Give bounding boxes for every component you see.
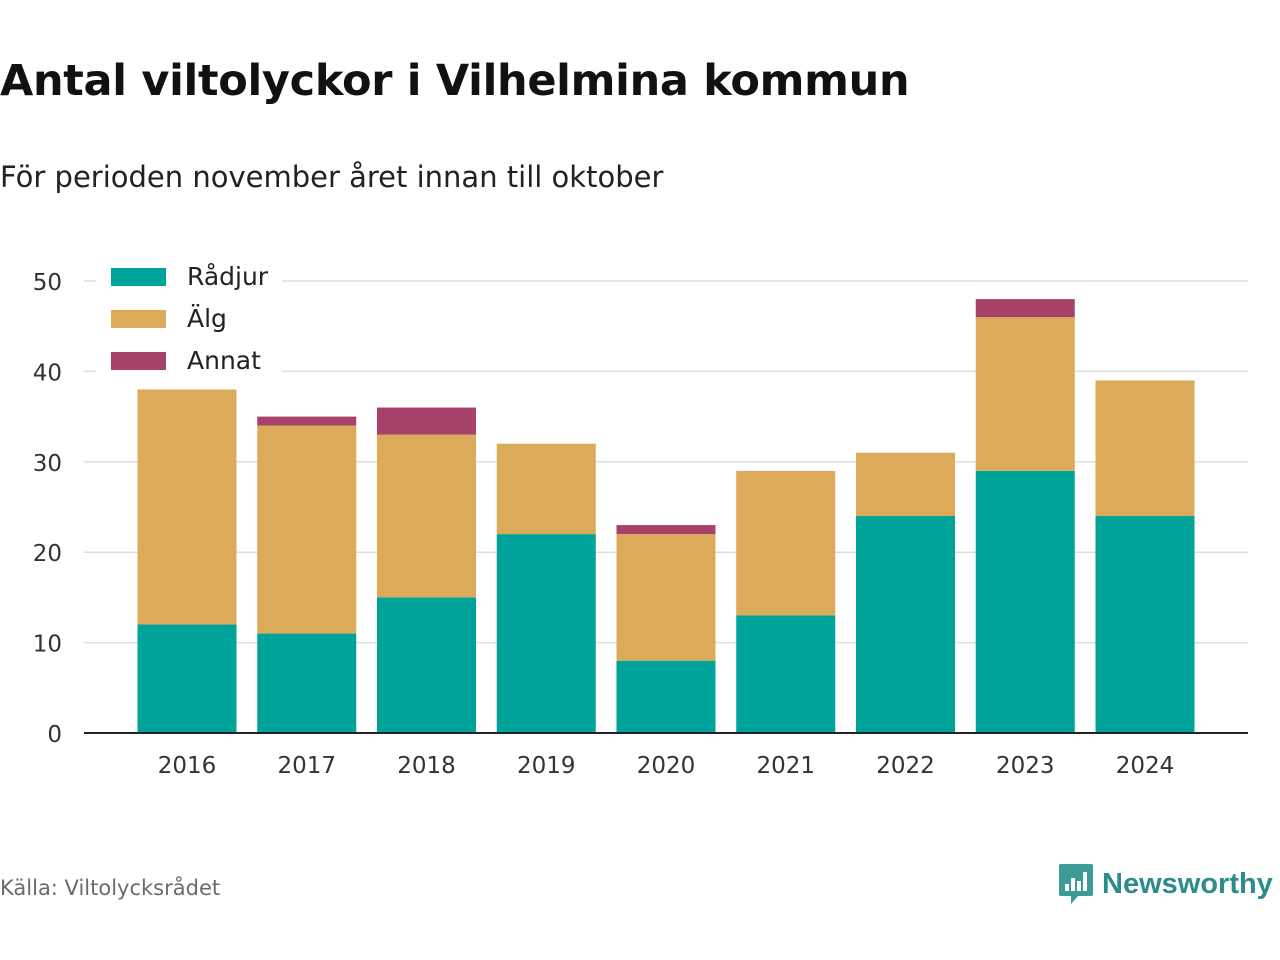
newsworthy-logo[interactable]: Newsworthy [1058,862,1273,906]
x-tick-label: 2018 [397,753,456,779]
x-tick-label: 2023 [996,753,1055,779]
chart-title: Antal viltolyckor i Vilhelmina kommun [0,56,910,106]
bar-segment-älg [1095,380,1195,517]
y-tick-label: 0 [47,722,62,748]
bar-segment-älg [616,534,716,661]
bar-segment-älg [257,425,357,634]
newsworthy-logo-text: Newsworthy [1102,867,1273,900]
x-tick-label: 2022 [876,753,935,779]
bar-segment-rådjur [616,660,716,733]
bar-segment-annat [616,525,716,535]
y-tick-label: 20 [33,541,62,567]
bar-segment-rådjur [496,534,596,733]
newsworthy-logo-icon [1059,864,1093,904]
bar-segment-älg [377,434,476,598]
bar-segment-älg [736,470,836,616]
bar-segment-rådjur [856,516,955,733]
bar-segment-älg [137,389,237,625]
bar-segment-rådjur [1095,516,1195,733]
y-tick-label: 40 [33,360,62,386]
x-tick-label: 2020 [637,753,696,779]
source-note: Källa: Viltolycksrådet [0,876,221,900]
bar-segment-älg [496,443,596,535]
legend-label: Älg [187,304,227,333]
x-tick-label: 2021 [756,753,815,779]
bar-segment-rådjur [377,597,476,733]
y-tick-label: 50 [33,270,62,296]
bar-segment-rådjur [736,615,836,733]
x-tick-label: 2017 [277,753,336,779]
legend-swatch [111,268,166,286]
x-tick-label: 2024 [1116,753,1175,779]
legend-label: Rådjur [187,262,269,291]
bar-segment-rådjur [975,470,1075,733]
y-tick-label: 10 [33,632,62,658]
legend-swatch [111,310,166,328]
bar-segment-rådjur [257,633,357,733]
bar-segment-rådjur [137,624,237,733]
bar-segment-älg [975,317,1075,471]
x-tick-label: 2016 [158,753,217,779]
bar-segment-annat [975,299,1075,318]
bar-segment-älg [856,452,955,517]
legend-swatch [111,352,166,370]
bar-segment-annat [377,407,476,435]
y-tick-label: 30 [33,451,62,477]
chart-subtitle: För perioden november året innan till ok… [0,160,664,194]
bar-segment-annat [257,416,357,426]
legend-label: Annat [187,346,261,375]
x-tick-label: 2019 [517,753,576,779]
